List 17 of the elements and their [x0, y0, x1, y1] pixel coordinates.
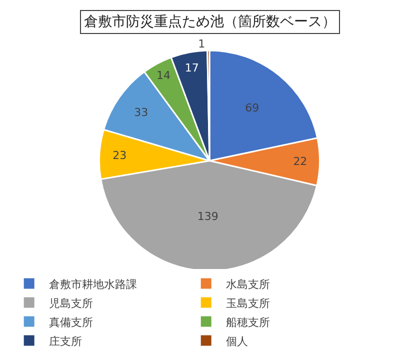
data-label: 14 — [156, 68, 171, 82]
legend-label: 個人 — [226, 334, 248, 348]
legend-label: 玉島支所 — [226, 296, 270, 310]
legend-label: 船穂支所 — [226, 316, 270, 329]
chart-title: 倉敷市防災重点ため池（箇所数ベース） — [84, 14, 336, 30]
data-label: 22 — [293, 155, 308, 168]
data-label: 1 — [198, 38, 206, 51]
data-label: 69 — [245, 102, 260, 115]
data-label: 23 — [112, 148, 127, 162]
data-label: 139 — [197, 210, 218, 223]
legend-label: 水島支所 — [226, 278, 270, 291]
legend-label: 倉敷市耕地水路課 — [49, 278, 138, 291]
legend-label: 児島支所 — [49, 296, 94, 310]
legend-label: 庄支所 — [49, 334, 82, 348]
legend-label: 真備支所 — [49, 316, 94, 329]
data-label: 33 — [134, 106, 148, 120]
data-label: 17 — [184, 61, 199, 74]
